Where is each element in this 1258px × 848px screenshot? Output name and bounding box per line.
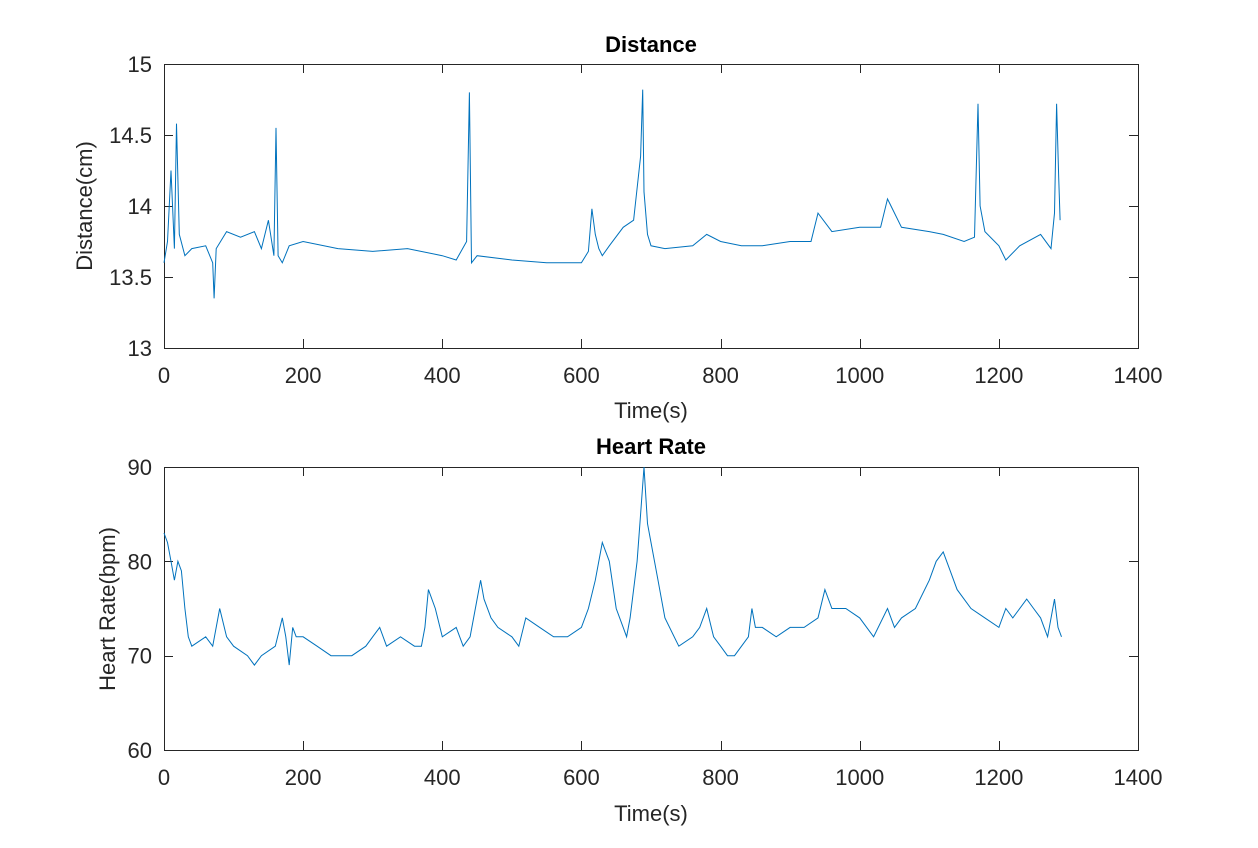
heart-rate-chart-title: Heart Rate [596, 434, 706, 459]
distance-axes: Distance Time(s) Distance(cm) 0 200 400 600… [72, 32, 1162, 423]
heart-rate-x-tick-label: 200 [285, 765, 322, 790]
heart-rate-x-tick-label: 1400 [1114, 765, 1163, 790]
distance-x-tick-label: 1400 [1114, 363, 1163, 388]
heart-rate-axes: Heart Rate Time(s) Heart Rate(bpm) 0 200 4… [95, 434, 1162, 826]
heart-rate-x-tick-label: 400 [424, 765, 461, 790]
heart-rate-x-tick-label: 1000 [835, 765, 884, 790]
heart-rate-y-tick-label: 60 [128, 738, 152, 763]
heart-rate-y-axis-label: Heart Rate(bpm) [95, 527, 120, 691]
heart-rate-x-tick-label: 1200 [974, 765, 1023, 790]
distance-y-tick-label: 15 [128, 52, 152, 77]
distance-y-axis-label: Distance(cm) [72, 141, 97, 271]
distance-x-tick-label: 1000 [835, 363, 884, 388]
distance-x-tick-label: 1200 [974, 363, 1023, 388]
distance-y-tick-label: 14 [128, 194, 152, 219]
distance-x-ticks: 0 200 400 600 800 1000 1200 1400 [158, 64, 1163, 388]
heart-rate-x-tick-label: 800 [702, 765, 739, 790]
distance-x-tick-label: 600 [563, 363, 600, 388]
distance-series-line [163, 89, 1061, 299]
distance-plot-area [164, 64, 1139, 349]
heart-rate-x-ticks: 0 200 400 600 800 1000 1200 1400 [158, 467, 1163, 790]
heart-rate-series-line [163, 466, 1062, 666]
heart-rate-y-tick-label: 70 [128, 644, 152, 669]
distance-x-axis-label: Time(s) [614, 398, 688, 423]
heart-rate-x-tick-label: 600 [563, 765, 600, 790]
distance-y-tick-label: 13.5 [109, 265, 152, 290]
distance-y-tick-label: 13 [128, 336, 152, 361]
heart-rate-x-axis-label: Time(s) [614, 801, 688, 826]
distance-x-tick-label: 200 [285, 363, 322, 388]
distance-x-tick-label: 400 [424, 363, 461, 388]
heart-rate-y-ticks: 60 70 80 90 [128, 455, 1138, 763]
distance-chart-title: Distance [605, 32, 697, 57]
heart-rate-plot-area [164, 467, 1139, 751]
distance-y-ticks: 13 13.5 14 14.5 15 [109, 52, 1138, 361]
distance-y-tick-label: 14.5 [109, 123, 152, 148]
heart-rate-x-tick-label: 0 [158, 765, 170, 790]
distance-x-tick-label: 0 [158, 363, 170, 388]
heart-rate-y-tick-label: 80 [128, 549, 152, 574]
distance-x-tick-label: 800 [702, 363, 739, 388]
heart-rate-y-tick-label: 90 [128, 455, 152, 480]
